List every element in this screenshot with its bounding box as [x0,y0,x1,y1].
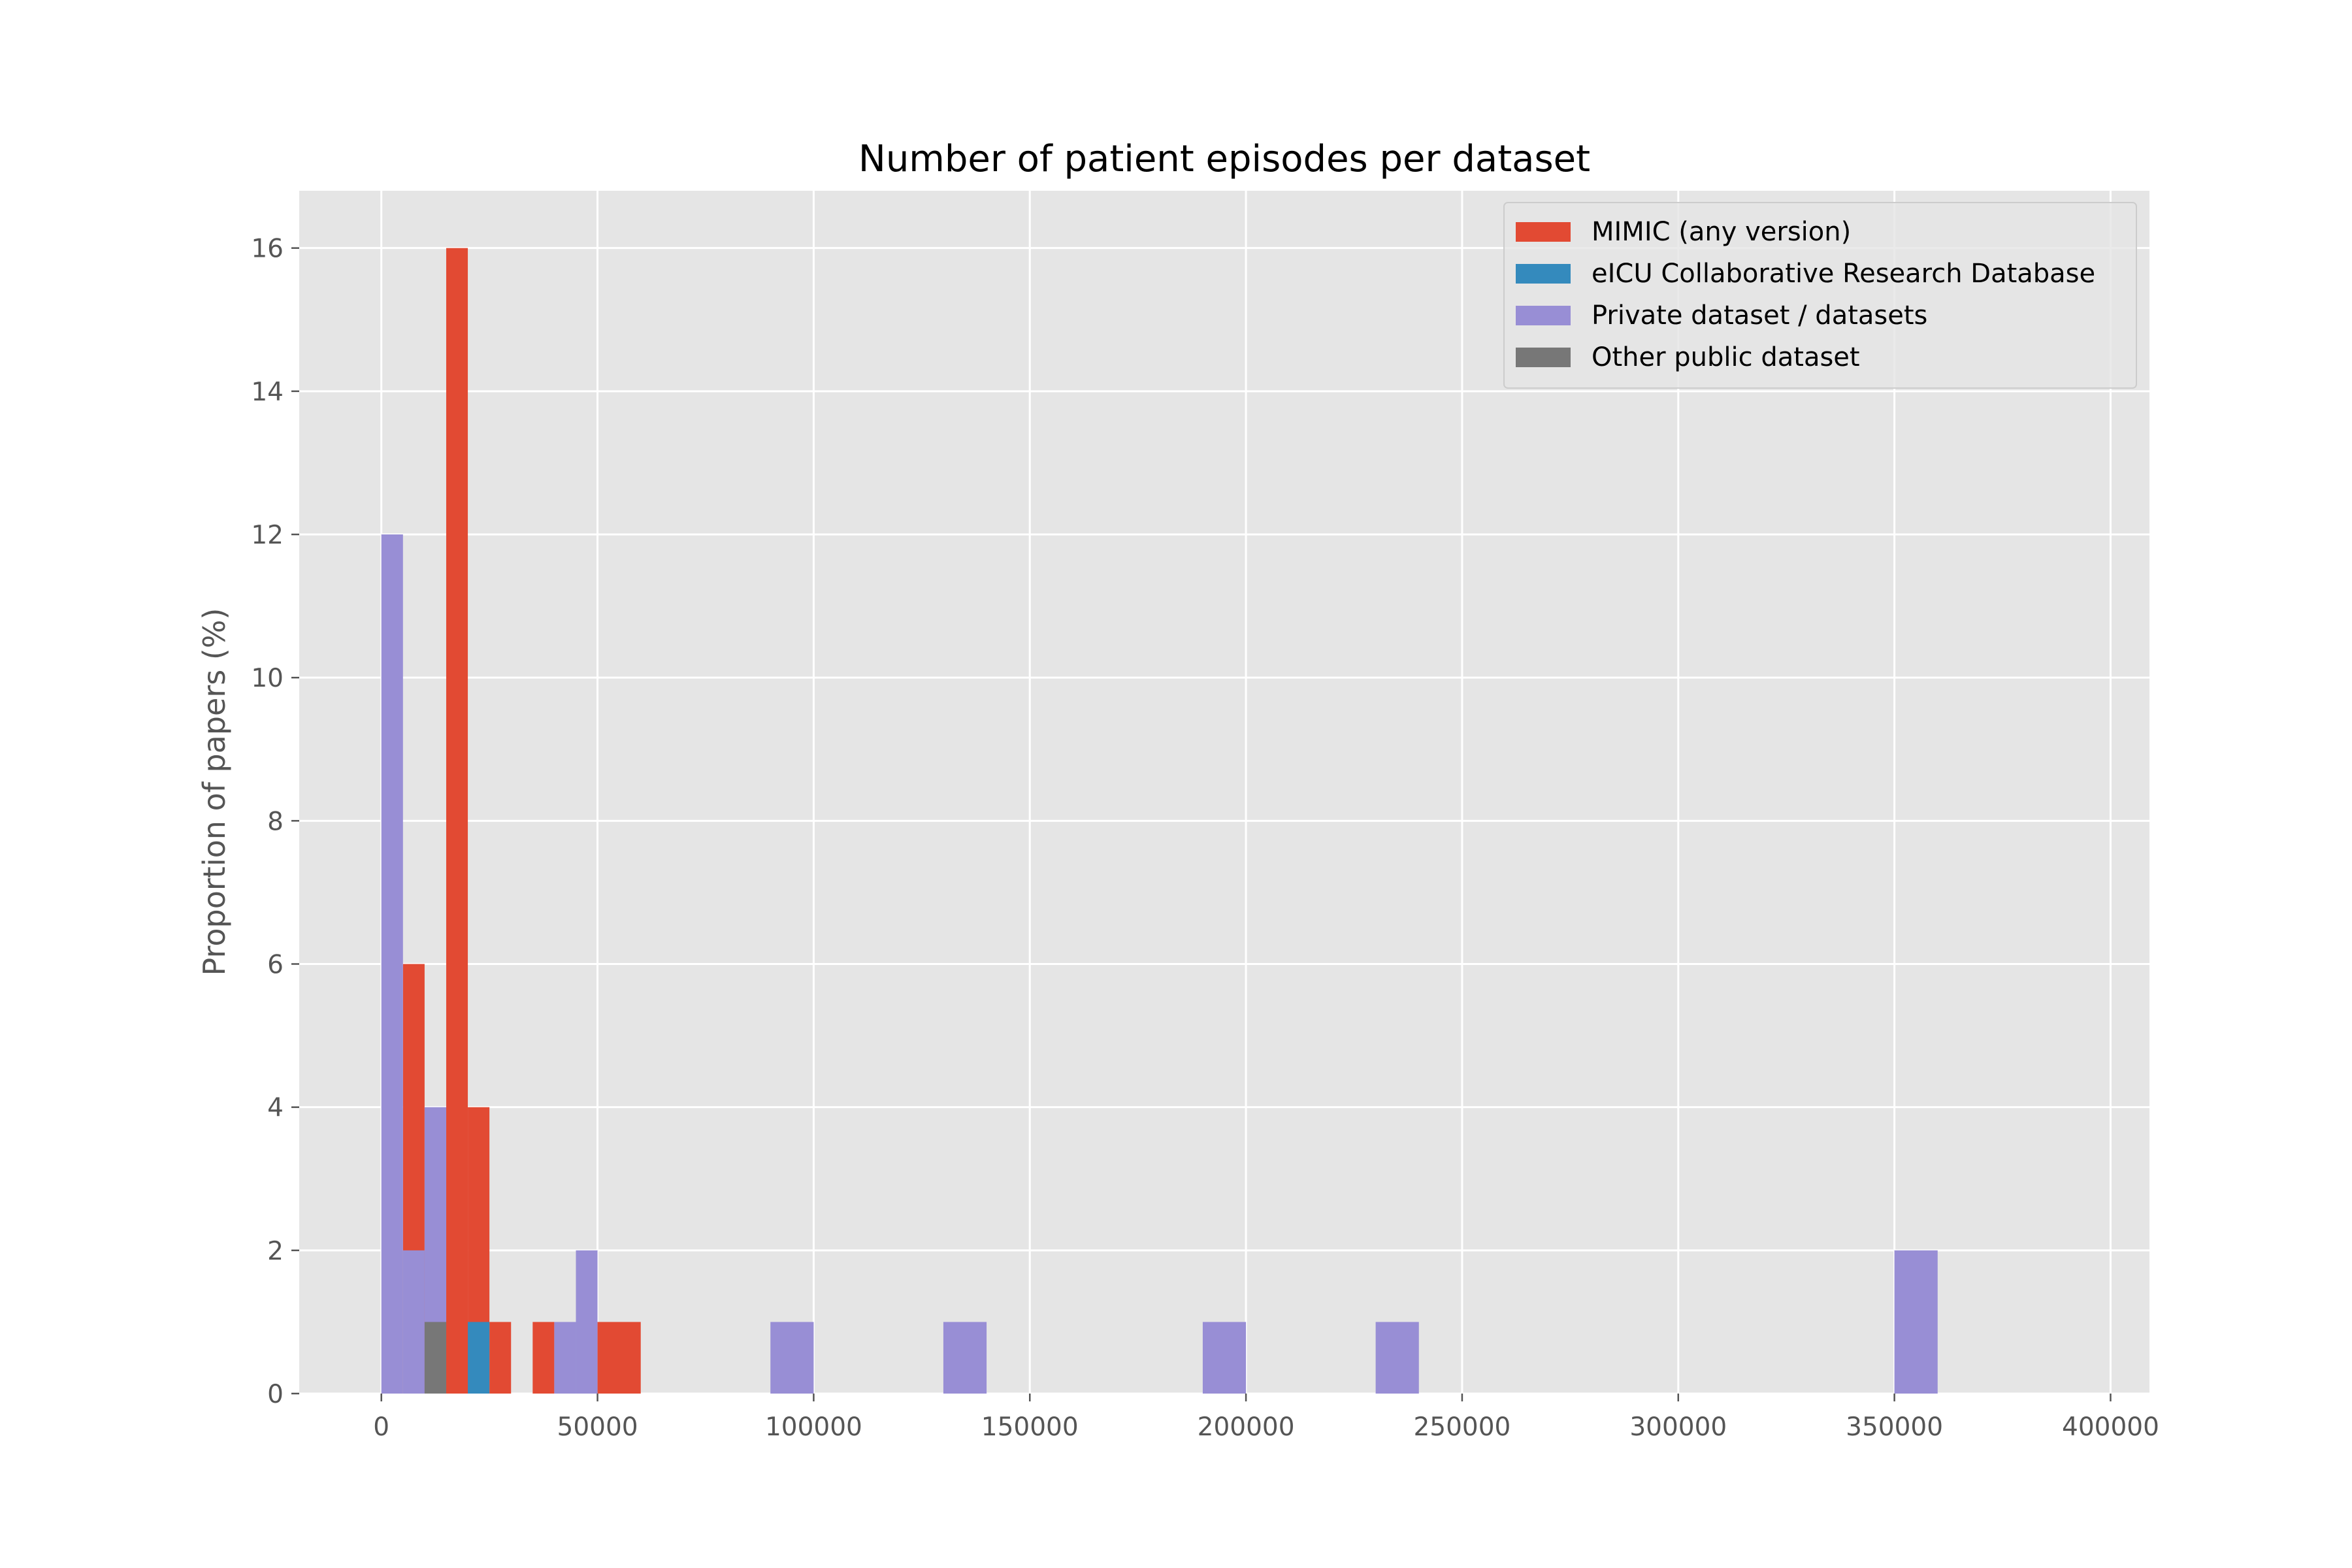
gridlines [299,191,2149,1395]
histogram-bar [576,1250,598,1394]
x-tick-label: 400000 [2062,1413,2159,1442]
y-tick-label: 2 [267,1237,284,1266]
legend-entry: Private dataset / datasets [1592,301,1927,331]
y-tick-label: 16 [251,235,284,264]
histogram-bar [446,248,468,1394]
chart-title: Number of patient episodes per dataset [858,138,1590,180]
y-axis-ticks: 0 2 4 6 8 10 12 14 16 [251,235,299,1409]
histogram-bar [1894,1250,1938,1394]
x-tick-label: 350000 [1846,1413,1943,1442]
y-tick-label: 12 [251,521,284,550]
legend-entry: MIMIC (any version) [1592,217,1851,247]
legend-entry: Other public dataset [1592,342,1860,372]
y-tick-label: 14 [251,378,284,407]
x-tick-label: 0 [373,1413,389,1442]
y-axis-label: Proportion of papers (%) [197,608,232,976]
legend-swatch [1516,306,1571,325]
x-tick-label: 50000 [557,1413,638,1442]
legend: MIMIC (any version) eICU Collaborative Re… [1503,202,2137,389]
x-tick-label: 250000 [1413,1413,1511,1442]
y-tick-label: 0 [267,1380,284,1409]
y-tick-label: 8 [267,807,284,836]
x-tick-label: 200000 [1198,1413,1295,1442]
histogram-bar [402,1250,425,1394]
histogram-bar [468,1322,490,1394]
y-tick-label: 4 [267,1094,284,1123]
histogram-bar [770,1322,814,1394]
y-tick-label: 6 [267,951,284,980]
x-tick-label: 150000 [981,1413,1079,1442]
legend-swatch [1516,348,1571,367]
histogram-bar [381,534,403,1394]
histogram-bar [424,1322,446,1394]
legend-swatch [1516,264,1571,284]
histogram-bar [532,1322,555,1394]
histogram-bar [489,1322,512,1394]
histogram-bar [1202,1322,1247,1394]
bars [381,248,1938,1394]
histogram-bar [943,1322,987,1394]
y-tick-label: 10 [251,664,284,693]
legend-entry: eICU Collaborative Research Database [1592,259,2095,289]
legend-frame [1503,202,2137,389]
histogram-bar [1375,1322,1419,1394]
histogram-bar [597,1322,641,1394]
x-axis-ticks: 0 50000 100000 150000 200000 250000 300000 3500… [373,1394,2159,1442]
histogram-bar [554,1322,576,1394]
x-tick-label: 300000 [1629,1413,1727,1442]
legend-swatch [1516,222,1571,242]
x-tick-label: 100000 [765,1413,862,1442]
